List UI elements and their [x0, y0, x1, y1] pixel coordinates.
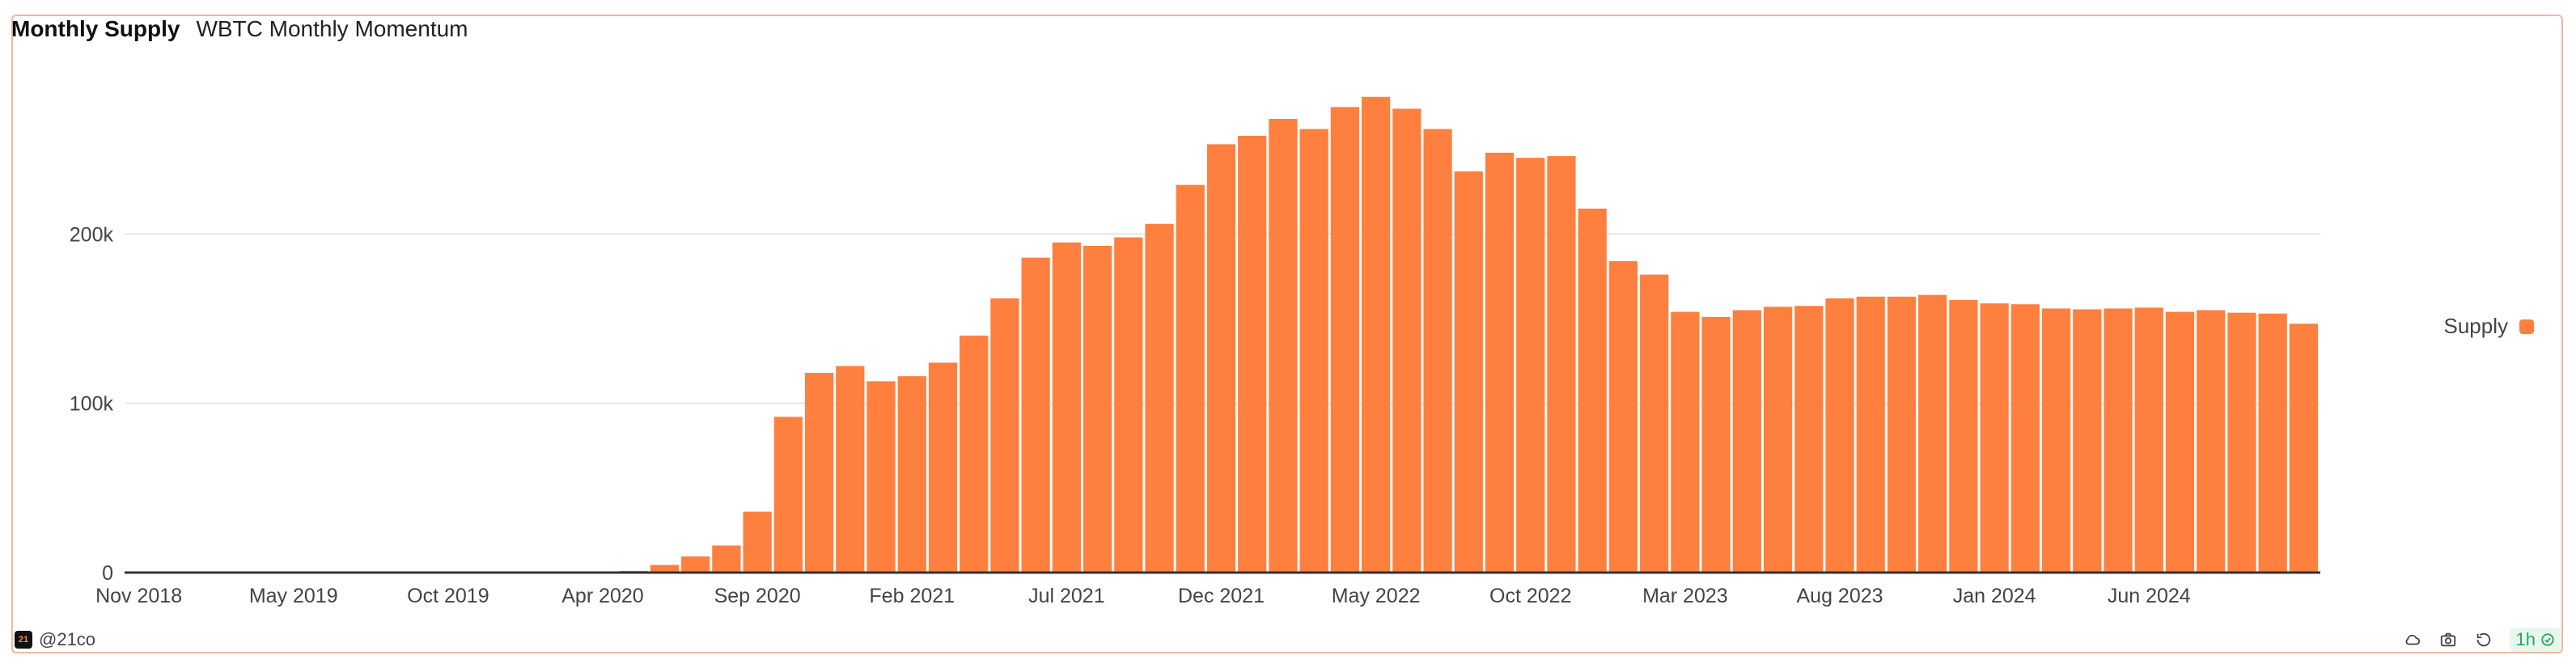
- legend-swatch-supply: [2519, 319, 2534, 334]
- bar[interactable]: [2227, 312, 2256, 573]
- bar[interactable]: [1454, 171, 1483, 573]
- bar[interactable]: [1330, 107, 1360, 573]
- legend-label-supply: Supply: [2443, 314, 2509, 338]
- x-tick-label: Nov 2018: [95, 585, 182, 607]
- brand-logo-icon: 21: [15, 631, 32, 649]
- chart-subtitle: WBTC Monthly Momentum: [196, 16, 468, 41]
- chart-header: Monthly Supply WBTC Monthly Momentum: [11, 16, 468, 42]
- chart-legend[interactable]: Supply: [2443, 314, 2534, 339]
- x-tick-label: May 2022: [1332, 585, 1421, 607]
- cloud-icon[interactable]: [2403, 630, 2422, 649]
- bar[interactable]: [990, 298, 1019, 573]
- y-tick-label: 200k: [70, 223, 114, 246]
- bar[interactable]: [1547, 156, 1576, 573]
- bar[interactable]: [1362, 96, 1391, 573]
- check-circle-icon: [2541, 633, 2554, 646]
- x-tick-label: Sep 2020: [714, 585, 801, 607]
- reset-icon[interactable]: [2474, 630, 2493, 649]
- bar[interactable]: [1640, 274, 1669, 573]
- bar[interactable]: [1083, 245, 1112, 573]
- bar[interactable]: [1392, 108, 1421, 573]
- y-tick-label: 0: [102, 562, 113, 585]
- bar[interactable]: [773, 416, 803, 573]
- bar[interactable]: [1856, 296, 1885, 573]
- bar[interactable]: [1206, 144, 1236, 573]
- bar[interactable]: [2104, 308, 2133, 573]
- bar[interactable]: [2134, 307, 2163, 573]
- bar[interactable]: [1114, 237, 1143, 573]
- bar[interactable]: [1238, 135, 1267, 573]
- bar[interactable]: [2165, 311, 2195, 573]
- bar[interactable]: [1176, 184, 1205, 573]
- bar[interactable]: [1980, 303, 2009, 573]
- bar[interactable]: [1918, 294, 1947, 573]
- bar[interactable]: [1887, 296, 1917, 573]
- bar[interactable]: [1763, 307, 1793, 573]
- x-tick-label: Feb 2021: [869, 585, 955, 607]
- x-tick-label: Aug 2023: [1796, 585, 1883, 607]
- bar[interactable]: [2041, 308, 2071, 573]
- x-tick-label: May 2019: [249, 585, 338, 607]
- bar[interactable]: [1269, 118, 1298, 573]
- bar[interactable]: [2197, 310, 2226, 573]
- bar[interactable]: [1516, 158, 1545, 573]
- bar[interactable]: [650, 564, 680, 573]
- bar[interactable]: [1423, 129, 1452, 573]
- x-tick-label: Apr 2020: [561, 585, 643, 607]
- bar[interactable]: [804, 372, 834, 573]
- attribution-handle: @21co: [39, 629, 96, 649]
- x-tick-label: Jul 2021: [1028, 585, 1105, 607]
- bar[interactable]: [1949, 299, 1978, 573]
- bar[interactable]: [1145, 223, 1174, 573]
- bar[interactable]: [681, 556, 710, 573]
- bar[interactable]: [1485, 152, 1515, 573]
- y-tick-label: 100k: [70, 393, 114, 416]
- bar[interactable]: [1578, 208, 1607, 573]
- bar[interactable]: [2258, 313, 2287, 573]
- bar[interactable]: [1671, 311, 1700, 573]
- bar[interactable]: [1021, 257, 1050, 573]
- bar[interactable]: [1052, 242, 1081, 573]
- bar[interactable]: [1701, 316, 1731, 573]
- x-tick-label: Oct 2022: [1489, 585, 1571, 607]
- chart-title: Monthly Supply: [11, 16, 180, 41]
- bar[interactable]: [1299, 129, 1328, 573]
- bar[interactable]: [2073, 309, 2102, 573]
- chart-toolbar: 1h: [2403, 628, 2561, 652]
- bar[interactable]: [866, 381, 896, 573]
- camera-icon[interactable]: [2438, 630, 2458, 649]
- x-tick-label: Oct 2019: [407, 585, 489, 607]
- x-tick-label: Jun 2024: [2108, 585, 2191, 607]
- bar[interactable]: [1794, 306, 1824, 573]
- bar[interactable]: [712, 545, 741, 573]
- bar[interactable]: [960, 335, 989, 573]
- bar[interactable]: [836, 366, 865, 573]
- bar[interactable]: [928, 362, 958, 573]
- bar[interactable]: [2289, 323, 2318, 573]
- bar[interactable]: [2010, 304, 2040, 573]
- refresh-label: 1h: [2515, 629, 2536, 649]
- attribution[interactable]: 21 @21co: [15, 629, 95, 650]
- bar[interactable]: [1825, 298, 1854, 573]
- bar[interactable]: [743, 511, 772, 573]
- x-tick-label: Dec 2021: [1178, 585, 1265, 607]
- x-tick-label: Mar 2023: [1642, 585, 1728, 607]
- x-tick-label: Jan 2024: [1953, 585, 2036, 607]
- refresh-badge[interactable]: 1h: [2509, 628, 2561, 652]
- bar[interactable]: [1608, 260, 1638, 573]
- bar[interactable]: [1732, 310, 1761, 573]
- bar[interactable]: [897, 376, 926, 573]
